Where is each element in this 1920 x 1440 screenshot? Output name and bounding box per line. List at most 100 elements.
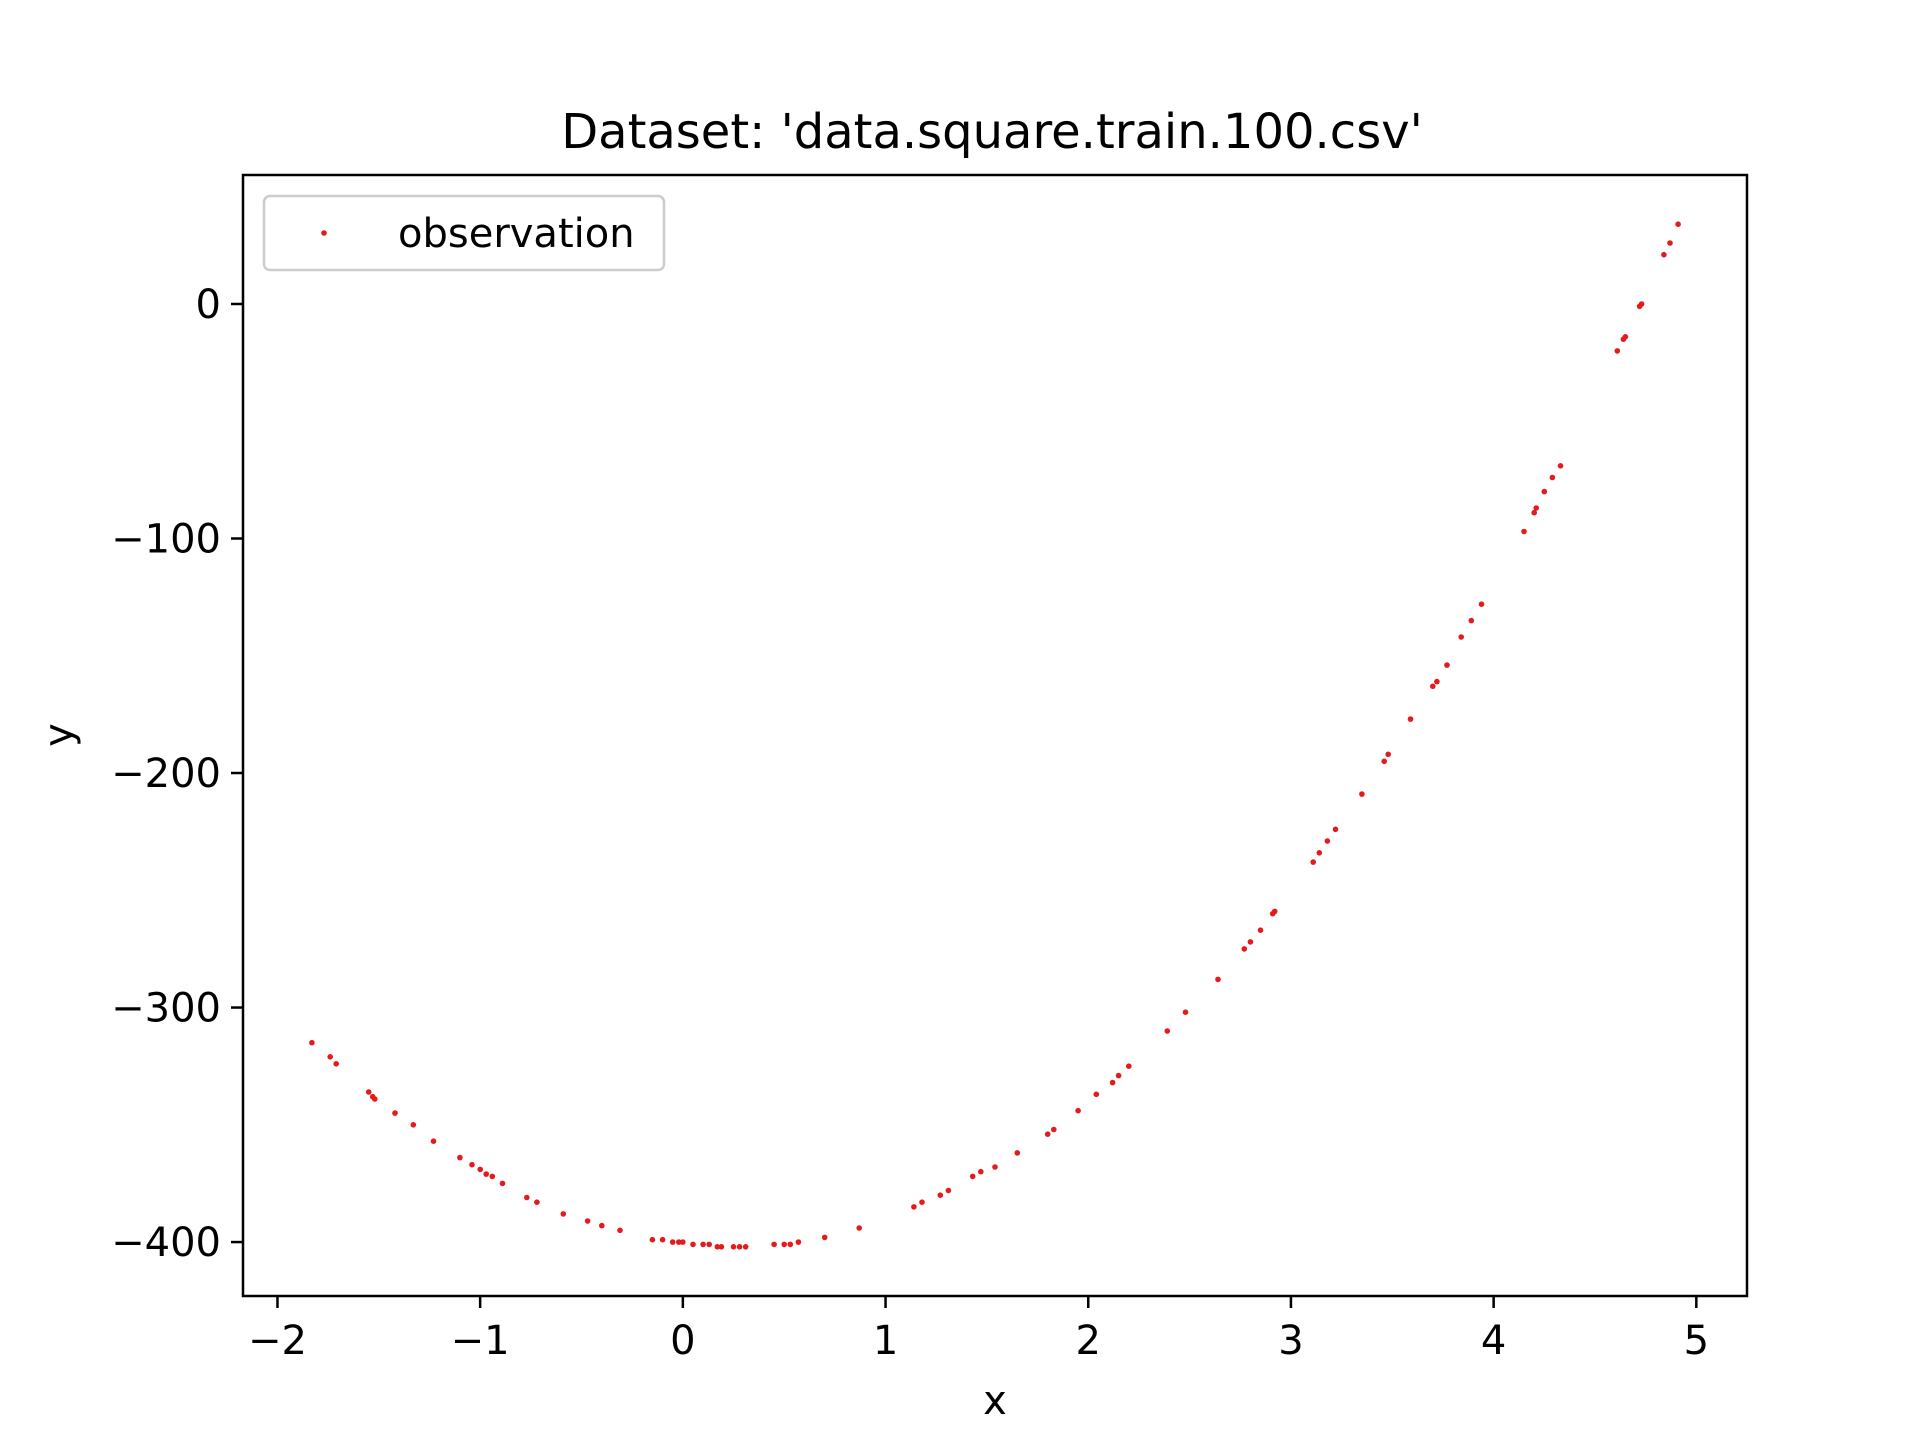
y-tick-label: −200 — [111, 751, 221, 797]
data-point — [1385, 751, 1391, 758]
data-point — [1332, 826, 1339, 833]
data-point — [1614, 348, 1621, 354]
data-point — [676, 1239, 682, 1245]
data-point — [599, 1222, 605, 1229]
data-point — [1407, 716, 1414, 722]
data-point — [1557, 463, 1564, 469]
data-point — [680, 1239, 686, 1245]
data-point — [534, 1199, 540, 1205]
data-point — [795, 1239, 802, 1245]
x-tick-label: −2 — [248, 1318, 307, 1364]
data-point — [483, 1171, 490, 1177]
x-tick-label: 3 — [1278, 1318, 1303, 1364]
data-point — [706, 1241, 712, 1248]
data-point — [781, 1241, 787, 1248]
data-point — [499, 1180, 506, 1187]
data-point — [1667, 240, 1673, 246]
legend-marker — [321, 230, 327, 236]
data-point — [992, 1164, 998, 1170]
data-point — [659, 1236, 666, 1243]
data-point — [690, 1241, 696, 1248]
data-point — [771, 1241, 777, 1248]
data-point — [787, 1241, 794, 1248]
data-point — [372, 1096, 378, 1102]
data-point — [1638, 301, 1645, 307]
data-point — [1093, 1091, 1100, 1098]
data-point — [1531, 509, 1537, 516]
data-point — [1675, 221, 1681, 227]
data-point — [718, 1244, 725, 1250]
legend-box — [262, 194, 666, 272]
plot-frame — [241, 173, 1749, 1298]
x-tick-label: 5 — [1684, 1318, 1709, 1364]
data-point — [469, 1161, 475, 1168]
data-point — [1164, 1028, 1171, 1034]
x-axis: −2 −1 0 1 2 3 4 5 — [248, 1296, 1709, 1364]
data-point — [489, 1173, 496, 1180]
data-point — [919, 1199, 925, 1205]
legend-label: observation — [398, 211, 635, 257]
y-tick-label: −400 — [111, 1220, 221, 1266]
data-point — [700, 1241, 706, 1248]
data-point — [1247, 939, 1254, 945]
data-point — [1434, 678, 1440, 685]
data-point — [430, 1138, 437, 1144]
data-point — [392, 1110, 398, 1116]
data-point — [584, 1218, 591, 1224]
data-point — [1182, 1009, 1189, 1015]
x-tick-label: −1 — [451, 1318, 510, 1364]
data-point — [1549, 474, 1556, 481]
data-point — [365, 1089, 372, 1095]
x-axis-label: x — [983, 1378, 1007, 1424]
x-tick-label: 1 — [873, 1318, 898, 1364]
y-axis: 0 −100 −200 −300 −400 — [111, 282, 243, 1266]
data-point — [1381, 758, 1387, 765]
data-point — [457, 1154, 463, 1161]
y-tick-label: −100 — [111, 517, 221, 563]
x-tick-label: 4 — [1481, 1318, 1506, 1364]
data-point — [821, 1234, 828, 1241]
data-point — [1109, 1079, 1116, 1086]
data-point — [1533, 505, 1539, 511]
data-point — [1075, 1107, 1081, 1114]
points-layer — [309, 221, 1681, 1250]
data-point — [1126, 1063, 1132, 1069]
data-point — [1661, 251, 1667, 258]
data-point — [730, 1244, 737, 1250]
data-point — [1044, 1131, 1051, 1137]
data-point — [1215, 976, 1221, 983]
data-point — [1521, 528, 1527, 535]
data-point — [477, 1166, 484, 1173]
data-point — [1541, 488, 1548, 495]
data-point — [1014, 1150, 1021, 1156]
data-point — [1257, 927, 1264, 933]
data-point — [1271, 908, 1278, 915]
data-point — [1241, 946, 1248, 952]
data-point — [309, 1039, 315, 1046]
data-point — [1051, 1126, 1057, 1133]
chart-title: Dataset: 'data.square.train.100.csv' — [561, 104, 1423, 160]
data-point — [327, 1054, 334, 1060]
data-point — [333, 1061, 340, 1067]
data-point — [410, 1122, 417, 1128]
data-point — [1310, 859, 1316, 865]
data-point — [524, 1194, 530, 1201]
data-point — [714, 1244, 721, 1250]
data-point — [1622, 334, 1629, 340]
data-point — [1444, 662, 1450, 668]
data-point — [856, 1225, 862, 1231]
data-point — [1458, 634, 1464, 640]
data-point — [669, 1239, 676, 1245]
data-point — [560, 1211, 567, 1217]
data-point — [649, 1236, 656, 1243]
y-axis-label: y — [36, 723, 82, 747]
data-point — [1316, 850, 1323, 856]
data-point — [617, 1227, 623, 1234]
x-tick-label: 0 — [670, 1318, 695, 1364]
data-point — [742, 1244, 749, 1250]
y-tick-label: 0 — [196, 282, 221, 328]
data-point — [1430, 683, 1436, 690]
data-point — [969, 1173, 976, 1180]
x-tick-label: 2 — [1076, 1318, 1101, 1364]
